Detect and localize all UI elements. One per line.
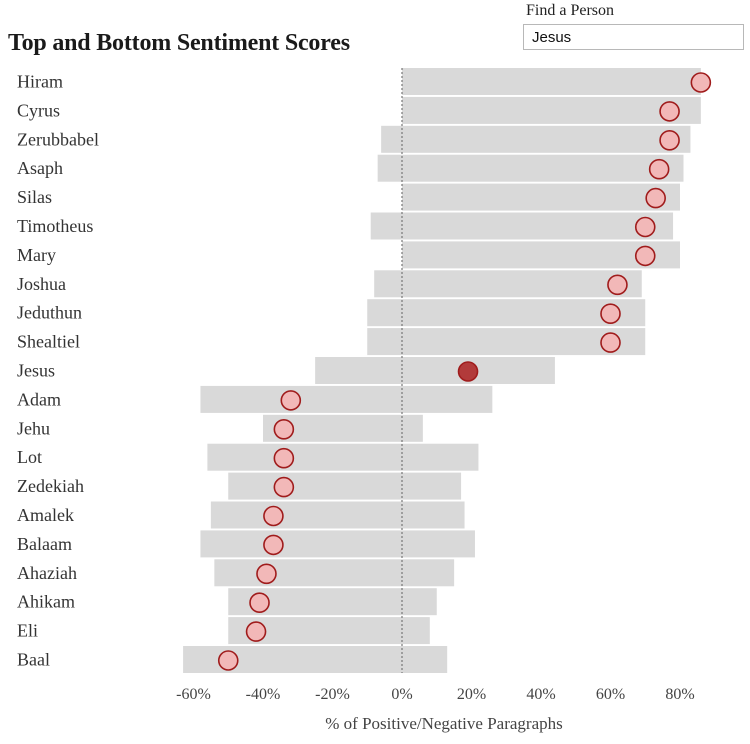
bar-lot[interactable] bbox=[207, 443, 479, 471]
score-dot-ahaziah[interactable] bbox=[256, 563, 277, 585]
name-label-mary: Mary bbox=[17, 245, 56, 265]
x-tick-label: 20% bbox=[457, 686, 486, 703]
bar-zerubbabel[interactable] bbox=[381, 125, 691, 153]
find-person-label: Find a Person bbox=[526, 2, 614, 19]
x-tick-label: 40% bbox=[526, 686, 555, 703]
bar-shealtiel[interactable] bbox=[367, 328, 646, 356]
bar-ahaziah[interactable] bbox=[214, 559, 455, 587]
bar-cyrus[interactable] bbox=[402, 96, 701, 124]
name-label-shealtiel: Shealtiel bbox=[17, 332, 80, 352]
bar-adam[interactable] bbox=[200, 385, 493, 413]
x-axis-ticks: -60% -40% -20% 0% 20% 40% 60% 80% bbox=[176, 686, 694, 703]
name-label-balaam: Balaam bbox=[17, 534, 72, 554]
score-dot-eli[interactable] bbox=[245, 621, 267, 642]
x-axis-title: % of Positive/Negative Paragraphs bbox=[325, 714, 562, 733]
name-label-jeduthun: Jeduthun bbox=[17, 303, 82, 323]
score-dot-shealtiel[interactable] bbox=[600, 332, 621, 353]
name-label-asaph: Asaph bbox=[17, 158, 63, 178]
score-dot-timotheus[interactable] bbox=[634, 216, 656, 238]
bar-mary[interactable] bbox=[402, 241, 680, 269]
bar-timotheus[interactable] bbox=[370, 212, 674, 240]
score-dot-ahikam[interactable] bbox=[249, 592, 270, 614]
bar-hiram[interactable] bbox=[402, 68, 701, 95]
name-label-silas: Silas bbox=[17, 187, 52, 207]
dots-layer bbox=[217, 72, 712, 671]
x-tick-label: 0% bbox=[391, 686, 412, 703]
x-tick-label: -60% bbox=[176, 686, 211, 703]
bar-zedekiah[interactable] bbox=[228, 472, 462, 500]
name-label-jehu: Jehu bbox=[17, 418, 50, 438]
score-dot-zedekiah[interactable] bbox=[273, 476, 295, 498]
score-dot-adam[interactable] bbox=[280, 390, 302, 411]
x-tick-label: 60% bbox=[596, 686, 625, 703]
score-dot-joshua[interactable] bbox=[607, 274, 628, 296]
score-dot-jeduthun[interactable] bbox=[600, 303, 621, 325]
name-label-cyrus: Cyrus bbox=[17, 100, 60, 120]
name-label-lot: Lot bbox=[17, 447, 42, 467]
score-dot-jehu[interactable] bbox=[273, 418, 295, 440]
name-label-jesus: Jesus bbox=[17, 361, 55, 381]
bar-jeduthun[interactable] bbox=[367, 299, 646, 327]
chart-title: Top and Bottom Sentiment Scores bbox=[8, 30, 350, 56]
score-dot-amalek[interactable] bbox=[263, 505, 284, 527]
score-dot-cyrus[interactable] bbox=[659, 101, 680, 122]
name-labels: Hiram Cyrus Zerubbabel Asaph Silas Timotheus M… bbox=[17, 72, 99, 670]
name-label-adam: Adam bbox=[17, 389, 61, 409]
name-label-amalek: Amalek bbox=[17, 505, 74, 525]
bar-asaph[interactable] bbox=[377, 154, 684, 182]
name-label-hiram: Hiram bbox=[17, 72, 63, 92]
name-label-timotheus: Timotheus bbox=[17, 216, 93, 236]
bar-jesus[interactable] bbox=[315, 357, 555, 384]
score-dot-hiram[interactable] bbox=[690, 72, 712, 93]
x-tick-label: 80% bbox=[665, 686, 694, 703]
score-dot-zerubbabel[interactable] bbox=[659, 130, 680, 151]
score-dot-asaph[interactable] bbox=[648, 158, 670, 180]
x-tick-label: -20% bbox=[315, 686, 350, 703]
bar-amalek[interactable] bbox=[210, 501, 465, 529]
bar-joshua[interactable] bbox=[374, 270, 642, 298]
find-person-input[interactable] bbox=[523, 24, 744, 50]
score-dot-jesus[interactable] bbox=[457, 361, 479, 382]
name-label-baal: Baal bbox=[17, 650, 50, 670]
score-dot-lot[interactable] bbox=[273, 447, 295, 469]
score-dot-mary[interactable] bbox=[634, 245, 656, 267]
bar-silas[interactable] bbox=[402, 183, 680, 211]
score-dot-baal[interactable] bbox=[217, 650, 239, 671]
bar-balaam[interactable] bbox=[200, 530, 475, 558]
name-label-eli: Eli bbox=[17, 621, 38, 641]
name-label-zerubbabel: Zerubbabel bbox=[17, 129, 99, 149]
name-label-ahaziah: Ahaziah bbox=[17, 563, 77, 583]
name-label-zedekiah: Zedekiah bbox=[17, 476, 84, 496]
score-dot-silas[interactable] bbox=[645, 187, 666, 209]
x-tick-label: -40% bbox=[246, 686, 281, 703]
name-label-ahikam: Ahikam bbox=[17, 592, 75, 612]
name-label-joshua: Joshua bbox=[17, 274, 66, 294]
bars-layer bbox=[183, 68, 701, 673]
score-dot-balaam[interactable] bbox=[263, 534, 284, 556]
